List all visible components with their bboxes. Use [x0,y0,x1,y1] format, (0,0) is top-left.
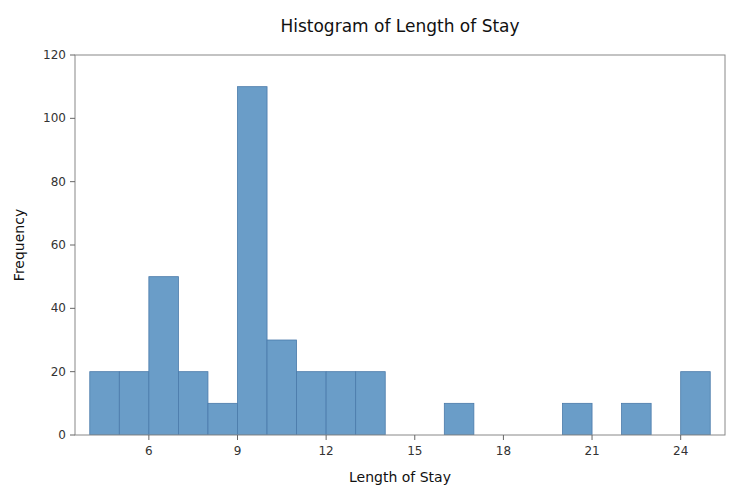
bar [622,403,652,435]
y-tick [70,435,75,436]
y-tick-label: 100 [43,111,66,125]
x-tick [592,435,593,440]
x-tick [326,435,327,440]
x-axis-label: Length of Stay [349,469,451,485]
bar [178,372,208,435]
y-tick-label: 0 [58,428,66,442]
y-axis: 0 20 40 60 80 100 120 [43,48,75,442]
y-tick [70,308,75,309]
plot-frame [75,55,725,435]
y-tick-label: 60 [51,238,66,252]
y-tick-label: 80 [51,175,66,189]
y-tick-label: 120 [43,48,66,62]
chart: 6 9 12 15 18 21 24 0 20 40 60 80 100 120 Histogram of … [0,0,750,500]
x-tick-label: 6 [145,444,153,458]
y-tick [70,371,75,372]
x-tick-label: 18 [496,444,511,458]
bars [90,87,710,435]
y-tick-label: 20 [51,365,66,379]
y-tick [70,245,75,246]
bar [238,87,268,435]
x-tick-label: 12 [318,444,333,458]
x-tick [148,435,149,440]
bar [119,372,149,435]
y-tick [70,55,75,56]
x-tick [680,435,681,440]
chart-container: 6 9 12 15 18 21 24 0 20 40 60 80 100 120 Histogram of … [0,0,750,500]
x-tick-label: 9 [234,444,242,458]
y-axis-label: Frequency [11,209,27,281]
x-axis: 6 9 12 15 18 21 24 [145,435,688,458]
y-tick-label: 40 [51,301,66,315]
bar [326,372,356,435]
bar [563,403,593,435]
bar [90,372,120,435]
x-tick-label: 21 [584,444,599,458]
bar [297,372,327,435]
title: Histogram of Length of Stay [280,16,519,36]
bar [149,277,179,435]
y-tick [70,118,75,119]
x-tick-label: 24 [673,444,688,458]
bar [267,340,297,435]
bar [681,372,711,435]
x-tick-label: 15 [407,444,422,458]
bar [208,403,238,435]
bar [444,403,474,435]
x-tick [237,435,238,440]
bar [356,372,386,435]
y-tick [70,181,75,182]
x-tick [414,435,415,440]
x-tick [503,435,504,440]
